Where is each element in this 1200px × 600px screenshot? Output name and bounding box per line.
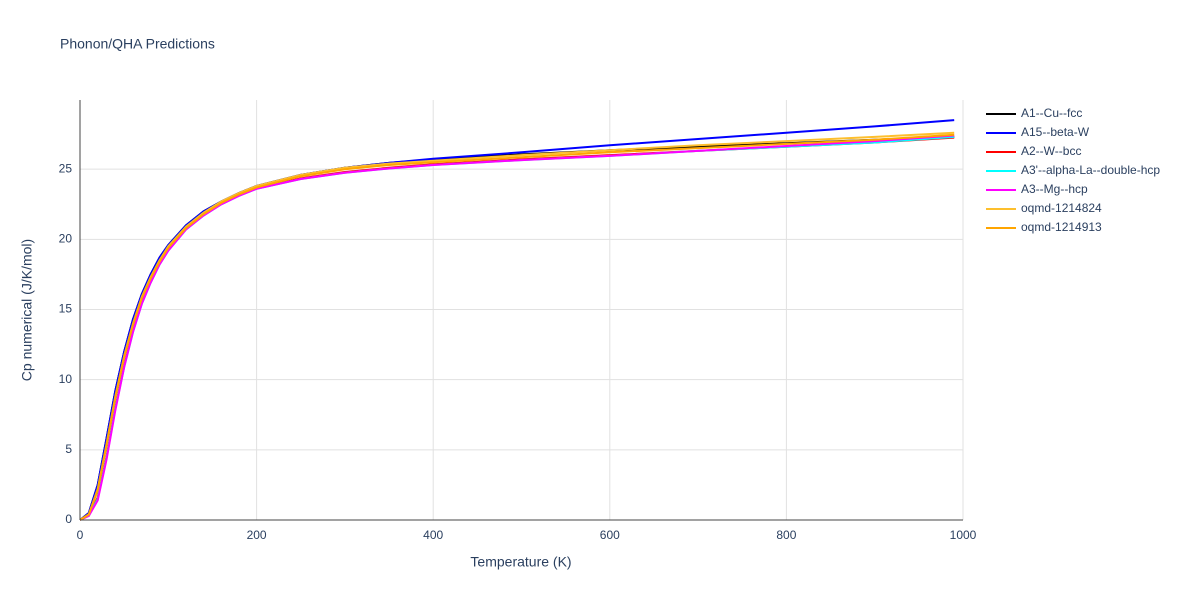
legend-label[interactable]: A3'--alpha-La--double-hcp — [1021, 163, 1160, 177]
legend-label[interactable]: A1--Cu--fcc — [1021, 106, 1082, 120]
y-tick-label: 0 — [65, 512, 72, 526]
y-tick-label: 20 — [59, 232, 73, 246]
legend: A1--Cu--fcc A15--beta-W A2--W--bcc A3'--alp… — [986, 106, 1160, 234]
series-line — [79, 133, 955, 521]
x-tick-label: 200 — [247, 528, 267, 542]
x-tick-label: 600 — [600, 528, 620, 542]
x-tick-label: 1000 — [950, 528, 977, 542]
series-line — [79, 135, 955, 521]
legend-label[interactable]: A15--beta-W — [1021, 125, 1090, 139]
y-tick-label: 5 — [65, 442, 72, 456]
y-tick-label: 15 — [59, 302, 73, 316]
legend-label[interactable]: A3--Mg--hcp — [1021, 182, 1088, 196]
series-line — [79, 119, 955, 521]
plot-lines — [79, 119, 955, 521]
legend-label[interactable]: A2--W--bcc — [1021, 144, 1081, 158]
x-tick-label: 400 — [423, 528, 443, 542]
chart-title: Phonon/QHA Predictions — [60, 36, 215, 52]
legend-label[interactable]: oqmd-1214824 — [1021, 201, 1102, 215]
legend-label[interactable]: oqmd-1214913 — [1021, 220, 1102, 234]
x-tick-label: 0 — [77, 528, 84, 542]
series-line — [79, 134, 955, 521]
series-line — [79, 131, 955, 521]
x-axis-label: Temperature (K) — [470, 554, 571, 570]
y-tick-label: 10 — [59, 372, 73, 386]
grid — [80, 100, 964, 520]
series-line — [79, 135, 955, 521]
x-tick-label: 800 — [776, 528, 796, 542]
series-line — [79, 136, 955, 521]
y-tick-label: 25 — [59, 161, 73, 175]
y-axis-label: Cp numerical (J/K/mol) — [19, 239, 35, 381]
